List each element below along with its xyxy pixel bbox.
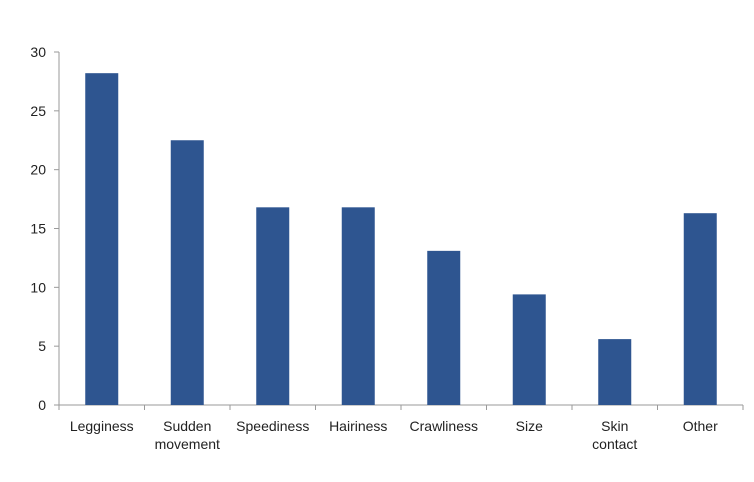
x-tick-label-line: Sudden — [163, 418, 211, 434]
x-tick-label-line: Crawliness — [410, 418, 478, 434]
x-tick-label: Other — [683, 418, 718, 434]
x-tick-label: Speediness — [236, 418, 309, 434]
bar — [85, 73, 119, 406]
bars-group — [85, 73, 717, 406]
y-tick-label: 15 — [30, 221, 46, 237]
bar — [598, 339, 632, 405]
x-tick-label: Hairiness — [329, 418, 387, 434]
y-tick-label: 0 — [38, 397, 46, 413]
x-tick-label-line: Other — [683, 418, 718, 434]
x-tick-label-line: Speediness — [236, 418, 309, 434]
x-tick-label: Skin contact — [592, 418, 637, 452]
x-tick-label: Sudden movement — [155, 418, 220, 452]
x-tick-label: Legginess — [70, 418, 134, 434]
x-tick-label-line: Hairiness — [329, 418, 387, 434]
x-tick-label: Crawliness — [410, 418, 478, 434]
x-tick-label: Size — [516, 418, 543, 434]
x-labels-group: Legginess Sudden movement Speediness Hairine… — [70, 418, 718, 452]
x-tick-label-line: Skin — [601, 418, 628, 434]
y-axis: 0 5 10 15 20 25 30 — [30, 44, 60, 413]
bar — [341, 207, 375, 405]
x-tick-label-line: contact — [592, 436, 637, 452]
x-tick-label-line: Legginess — [70, 418, 134, 434]
bar — [170, 140, 204, 405]
x-tick-label-line: movement — [155, 436, 220, 452]
bar — [427, 250, 461, 405]
y-tick-label: 10 — [30, 279, 46, 295]
x-axis — [58, 404, 744, 410]
y-tick-label: 25 — [30, 103, 46, 119]
x-tick-label-line: Size — [516, 418, 543, 434]
bar — [512, 294, 546, 405]
bar — [683, 213, 717, 405]
bar — [256, 207, 290, 405]
y-tick-label: 30 — [30, 44, 46, 60]
y-tick-label: 20 — [30, 162, 46, 178]
y-tick-label: 5 — [38, 338, 46, 354]
